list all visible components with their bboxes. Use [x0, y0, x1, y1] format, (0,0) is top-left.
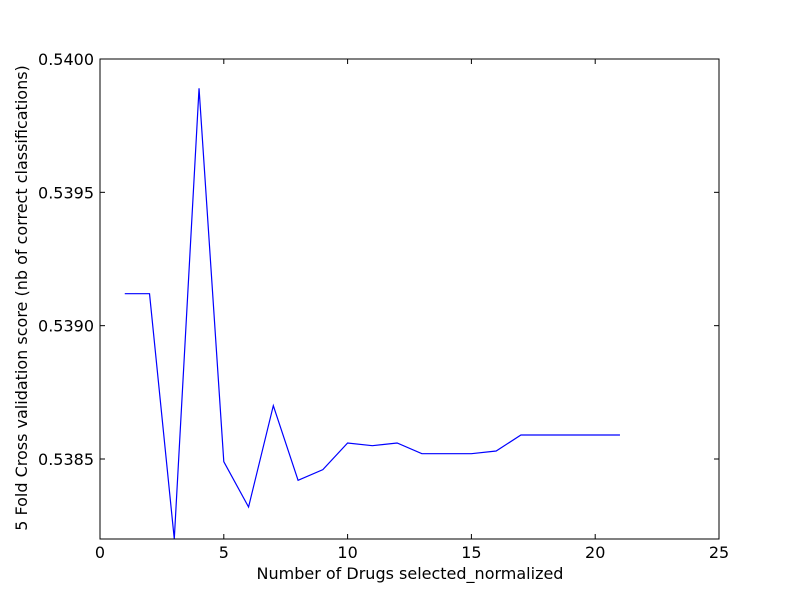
- x-tick-label: 0: [95, 543, 105, 562]
- series-line: [124, 88, 620, 540]
- x-tick-label: 20: [585, 543, 605, 562]
- plot-area: [124, 88, 620, 540]
- x-tick-label: 25: [709, 543, 729, 562]
- axis-ticks: 0 5 10 15 20 25 0.5385 0.5390 0.5395 0.5400: [38, 50, 729, 562]
- y-tick-label: 0.5390: [38, 317, 94, 336]
- x-tick-label: 15: [461, 543, 481, 562]
- x-tick-label: 5: [219, 543, 229, 562]
- y-tick-label: 0.5395: [38, 183, 94, 202]
- plot-frame: [99, 58, 720, 540]
- y-tick-label: 0.5400: [38, 50, 94, 69]
- y-axis-label: 5 Fold Cross validation score (nb of cor…: [12, 65, 31, 531]
- y-tick-label: 0.5385: [38, 450, 94, 469]
- x-axis-label: Number of Drugs selected_normalized: [257, 564, 564, 584]
- x-tick-label: 10: [337, 543, 357, 562]
